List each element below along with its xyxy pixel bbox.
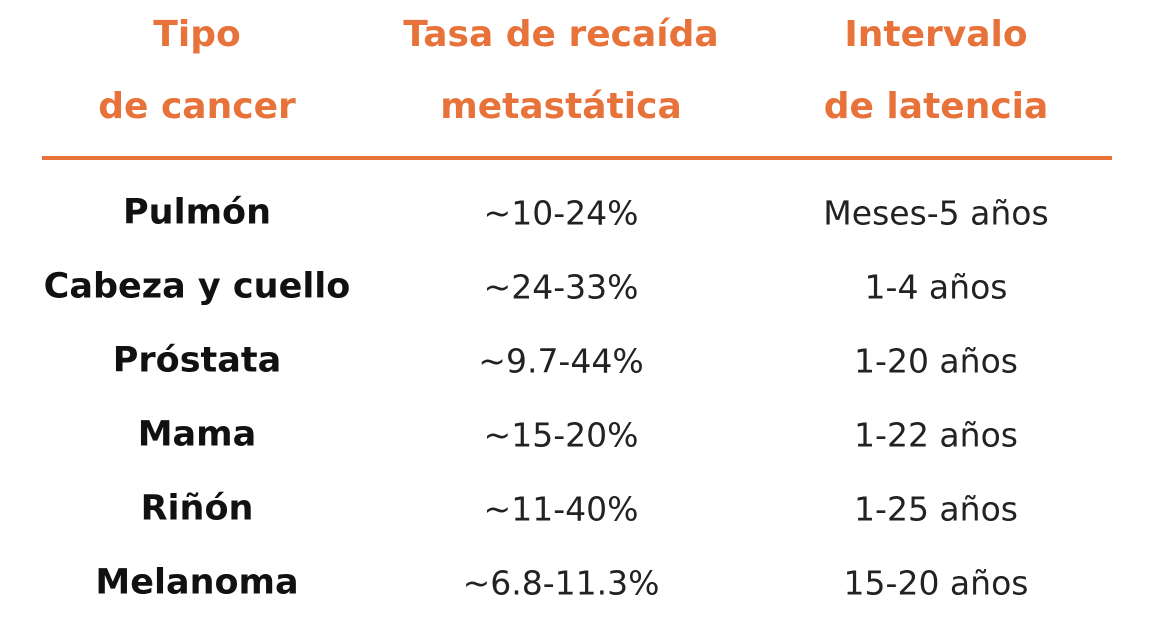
- table-cell: ~9.7-44%: [478, 341, 644, 381]
- row-label: Próstata: [112, 340, 282, 381]
- column-header: metastática: [440, 86, 682, 127]
- row-label: Pulmón: [123, 192, 271, 233]
- column-header: de cancer: [98, 86, 296, 127]
- header-rule: [42, 156, 1112, 160]
- table-cell: 1-20 años: [854, 341, 1018, 381]
- table-cell: Meses-5 años: [823, 193, 1049, 233]
- table-cell: ~11-40%: [483, 489, 639, 529]
- row-label: Melanoma: [95, 562, 299, 603]
- table-cell: 15-20 años: [843, 563, 1029, 603]
- column-header: Intervalo: [844, 14, 1028, 55]
- row-label: Cabeza y cuello: [43, 266, 351, 307]
- table-cell: ~15-20%: [483, 415, 639, 455]
- table-cell: 1-4 años: [864, 267, 1008, 307]
- table-cell: 1-22 años: [854, 415, 1018, 455]
- row-label: Mama: [137, 414, 257, 455]
- table-cell: ~24-33%: [483, 267, 639, 307]
- table-cell: ~6.8-11.3%: [462, 563, 660, 603]
- row-label: Riñón: [140, 488, 254, 529]
- column-header: Tipo: [153, 14, 241, 55]
- column-header: de latencia: [823, 86, 1049, 127]
- table-cell: ~10-24%: [483, 193, 639, 233]
- table-cell: 1-25 años: [854, 489, 1018, 529]
- column-header: Tasa de recaída: [403, 14, 719, 55]
